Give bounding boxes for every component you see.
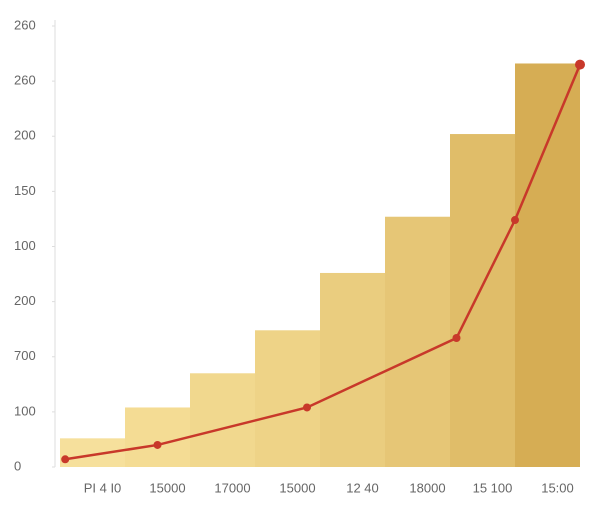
point: [452, 334, 461, 343]
bar: [190, 373, 255, 467]
x-tick-label: 15:00: [541, 480, 574, 495]
y-tick-label: 100: [14, 238, 36, 253]
bar: [450, 134, 515, 468]
x-tick-label: 15000: [149, 480, 185, 495]
line: [65, 64, 582, 461]
y-tick-label: 100: [14, 403, 36, 418]
bar: [255, 330, 320, 467]
y-tick-label: 150: [14, 183, 36, 198]
x-tick-label: 15000: [279, 480, 315, 495]
y-tick-label: 260: [14, 73, 36, 88]
point: [303, 403, 311, 412]
point: [575, 59, 585, 70]
x-tick-label: PI 4 I0: [84, 480, 122, 495]
bar: [320, 272, 385, 467]
bar: [125, 407, 190, 467]
y-tick-label: 200: [14, 128, 36, 143]
x-tick-label: 15 100: [473, 480, 513, 495]
point: [61, 455, 70, 464]
y-tick-label: 0: [14, 458, 21, 473]
y-tick-label: 260: [14, 17, 36, 32]
y-tick-label: 200: [14, 293, 36, 308]
bar: [515, 63, 580, 468]
x-tick-label: 17000: [214, 480, 250, 495]
x-tick-label: 18000: [409, 480, 445, 495]
bar: [385, 216, 450, 467]
y-tick-label: 700: [14, 348, 36, 363]
x-tick-label: 12 40: [346, 480, 379, 495]
point: [511, 216, 519, 225]
point: [153, 440, 162, 449]
